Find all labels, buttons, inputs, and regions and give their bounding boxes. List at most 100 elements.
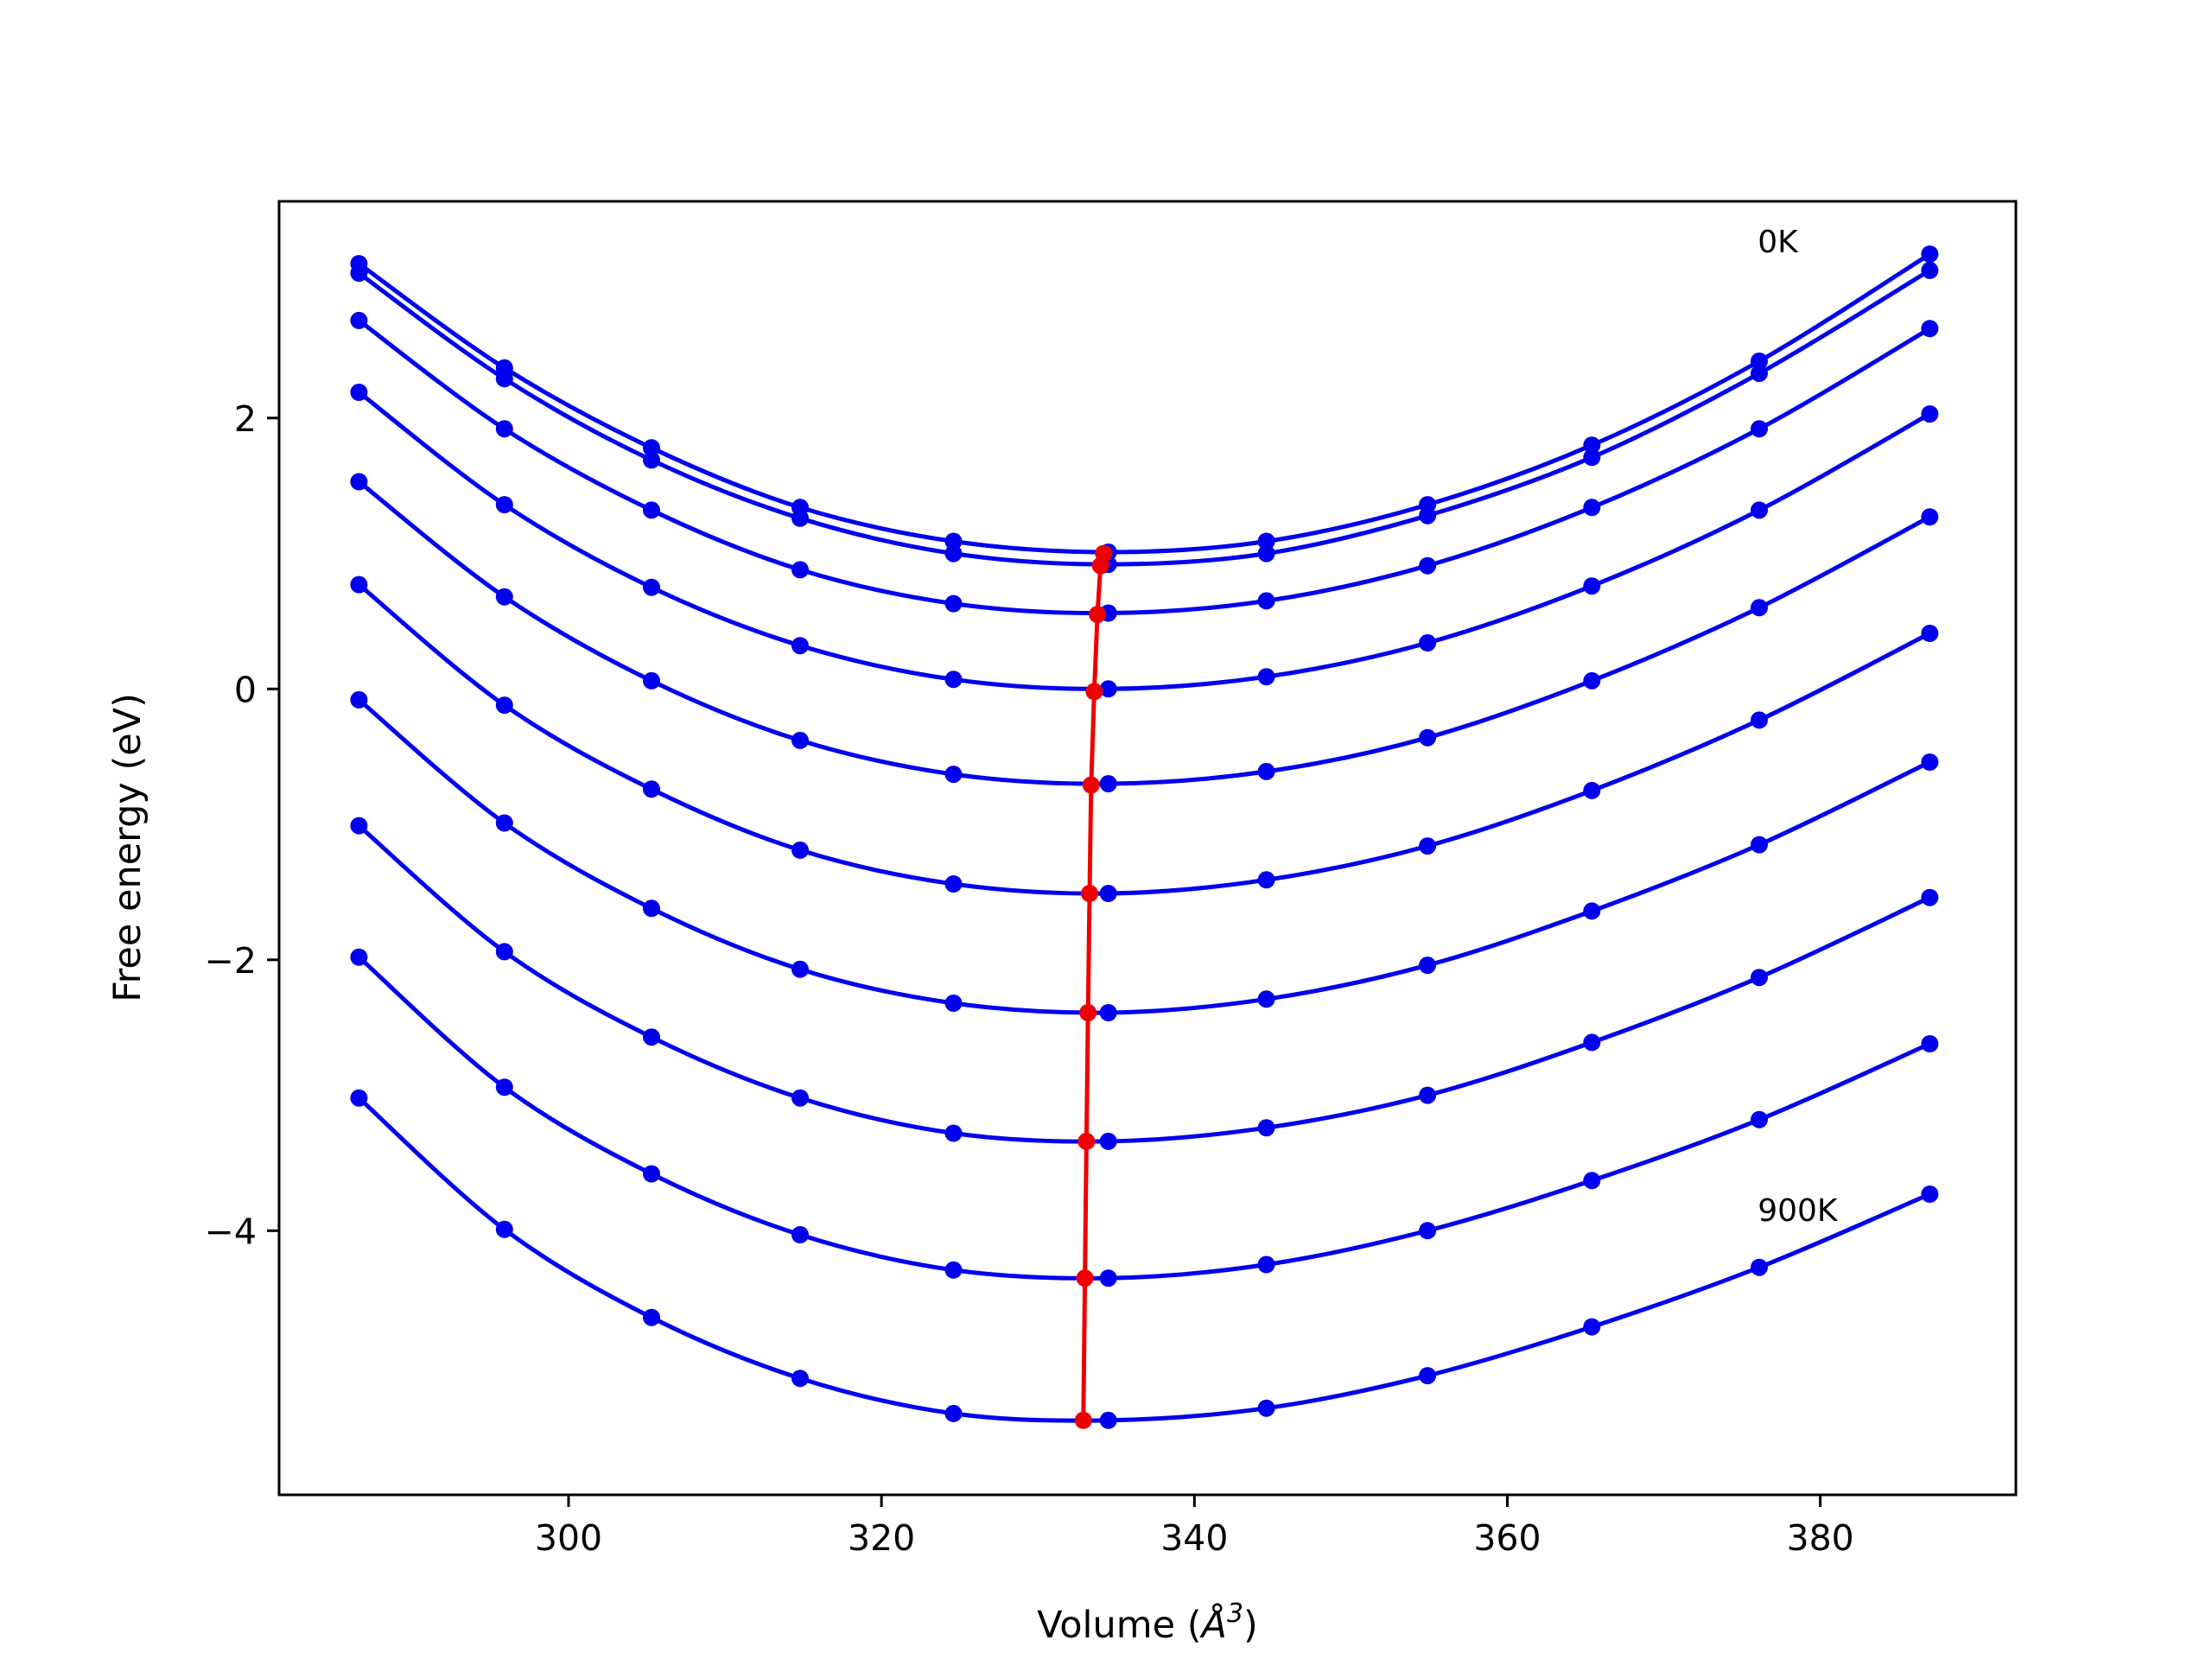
data-point — [1583, 448, 1601, 467]
data-point — [495, 696, 513, 715]
data-point — [350, 473, 368, 491]
data-point — [1257, 544, 1275, 563]
data-point — [1419, 1086, 1437, 1104]
minimum-point — [1082, 776, 1100, 794]
data-point — [350, 264, 368, 283]
data-point — [643, 899, 660, 918]
data-point — [791, 509, 809, 527]
x-tick-label: 380 — [1787, 1517, 1854, 1559]
data-point — [643, 451, 660, 469]
data-point — [643, 1165, 660, 1183]
data-point — [1257, 871, 1275, 889]
data-point — [1099, 1411, 1117, 1429]
data-point — [1751, 836, 1768, 854]
series-curve — [350, 690, 1939, 1021]
data-point — [350, 1089, 368, 1107]
data-point — [1099, 1004, 1117, 1021]
x-tick-label: 340 — [1160, 1517, 1228, 1559]
data-point — [350, 384, 368, 401]
series-curve — [350, 384, 1939, 698]
data-point — [1921, 625, 1939, 642]
data-point — [1583, 1033, 1601, 1052]
x-tick-label: 300 — [535, 1517, 602, 1559]
data-point — [1099, 885, 1117, 902]
data-point — [643, 578, 660, 596]
data-point — [1751, 1110, 1768, 1128]
minimum-point — [1079, 1004, 1097, 1021]
data-point — [495, 370, 513, 388]
data-point — [1257, 532, 1275, 550]
data-point — [1921, 320, 1939, 338]
x-tick-label: 320 — [848, 1517, 915, 1559]
data-point — [350, 690, 368, 709]
data-point — [1257, 1255, 1275, 1274]
data-point — [350, 575, 368, 594]
minimum-point — [1091, 556, 1109, 575]
data-point — [1099, 680, 1117, 698]
data-point — [944, 671, 963, 689]
data-point — [1921, 508, 1939, 526]
y-tick-label: 2 — [234, 398, 257, 440]
data-point — [944, 766, 963, 784]
data-point — [791, 731, 809, 749]
minimum-point — [1076, 1269, 1094, 1287]
data-point — [643, 1028, 660, 1046]
minimum-point — [1081, 885, 1098, 902]
data-point — [350, 948, 368, 966]
minimum-line-path — [1081, 552, 1106, 1421]
data-point — [1257, 1399, 1275, 1417]
data-point — [1751, 420, 1768, 438]
data-point — [944, 1124, 963, 1142]
data-point — [791, 1089, 809, 1107]
data-point — [1921, 1035, 1939, 1052]
curve-annotation: 0K — [1758, 225, 1799, 260]
data-point — [1099, 775, 1117, 792]
data-point — [1419, 728, 1437, 747]
series-curve — [350, 473, 1939, 792]
data-point — [1419, 556, 1437, 575]
data-point — [791, 960, 809, 978]
data-point — [1751, 1258, 1768, 1276]
x-tick-label: 360 — [1473, 1517, 1541, 1559]
data-point — [944, 544, 963, 563]
data-point — [944, 875, 963, 893]
data-point — [495, 1078, 513, 1096]
data-point — [1583, 1172, 1601, 1190]
data-point — [1751, 969, 1768, 987]
data-point — [1257, 668, 1275, 686]
minimum-point — [1085, 683, 1103, 701]
data-point — [1257, 762, 1275, 780]
data-point — [791, 637, 809, 655]
data-point — [1099, 1269, 1117, 1287]
data-point — [1751, 501, 1768, 519]
axis-ticks: 300 320 340 360 380 −4 −2 0 2 — [205, 398, 1854, 1559]
data-point — [791, 561, 809, 579]
data-point — [1921, 245, 1939, 264]
data-point — [1257, 592, 1275, 610]
data-point — [350, 311, 368, 329]
data-point — [944, 532, 963, 550]
data-point — [791, 1370, 809, 1388]
data-point — [1419, 957, 1437, 975]
minimum-point — [1089, 606, 1107, 624]
data-point — [1583, 781, 1601, 799]
data-point — [643, 671, 660, 690]
data-point — [944, 594, 963, 613]
data-point — [643, 780, 660, 798]
data-point — [1583, 577, 1601, 595]
data-point — [1921, 261, 1939, 279]
data-point — [1419, 506, 1437, 524]
data-point — [1921, 888, 1939, 906]
data-point — [495, 588, 513, 606]
data-point — [1583, 671, 1601, 690]
series-curve — [350, 1089, 1939, 1429]
data-point — [643, 501, 660, 519]
y-axis-label: Free energy (eV) — [106, 693, 149, 1002]
data-point — [1099, 1132, 1117, 1150]
data-point — [1921, 753, 1939, 771]
data-point — [1921, 405, 1939, 423]
data-point — [1419, 1367, 1437, 1385]
data-point — [495, 496, 513, 514]
